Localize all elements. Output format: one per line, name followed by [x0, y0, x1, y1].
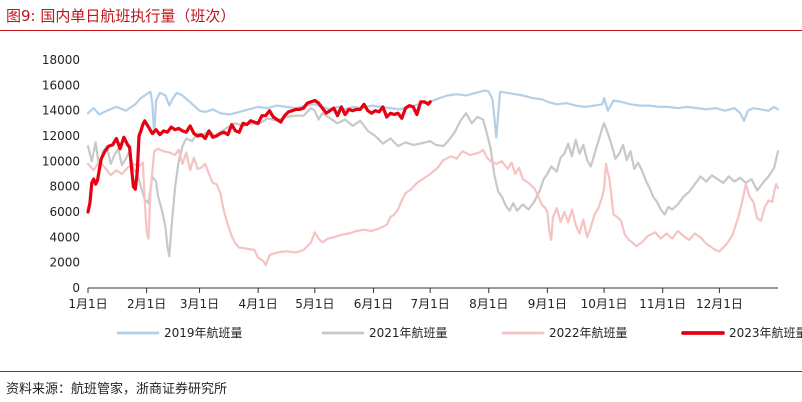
y-tick-label: 14000 [42, 104, 80, 118]
x-tick-label: 1月1日 [68, 297, 107, 311]
x-tick-label: 8月1日 [469, 297, 508, 311]
series-line-2 [86, 106, 780, 258]
y-tick-layer: 0 2000 4000 6000 8000 10000 12000 14000 16000 180… [42, 53, 80, 295]
legend-label: 2023年航班量 [729, 325, 802, 340]
x-tick-label: 4月1日 [238, 297, 277, 311]
x-tick-label: 10月1日 [581, 297, 628, 311]
y-tick-label: 12000 [42, 129, 80, 143]
y-tick-label: 8000 [49, 180, 80, 194]
y-tick-label: 6000 [49, 205, 80, 219]
legend-item-1: 2019年航班量 [116, 325, 243, 340]
title-rule [0, 30, 802, 31]
legend-item-3: 2022年航班量 [501, 325, 628, 340]
y-tick-label: 10000 [42, 154, 80, 168]
y-tick-label: 0 [72, 281, 80, 295]
x-tick-label: 2月1日 [127, 297, 166, 311]
series-line-3 [86, 147, 780, 267]
x-tick-label: 12月1日 [696, 297, 743, 311]
y-tick-label: 18000 [42, 53, 80, 67]
figure-title: 图9: 国内单日航班执行量（班次） [6, 7, 236, 25]
legend-item-2: 2021年航班量 [321, 325, 448, 340]
x-tick-label: 6月1日 [354, 297, 393, 311]
y-tick-label: 16000 [42, 78, 80, 92]
series-layer [86, 89, 780, 267]
source-note: 资料来源：航班管家，浙商证券研究所 [6, 382, 228, 397]
x-tick-label: 5月1日 [295, 297, 334, 311]
legend-label: 2022年航班量 [549, 325, 628, 340]
x-tick-label: 3月1日 [180, 297, 219, 311]
legend-item-4: 2023年航班量 [681, 325, 802, 340]
series-line-4 [86, 98, 432, 214]
legend-label: 2021年航班量 [369, 325, 448, 340]
y-tick-label: 2000 [49, 256, 80, 270]
y-tick-label: 4000 [49, 230, 80, 244]
axis-layer: 1月1日 2月1日 3月1日 4月1日 5月1日 6月1日 7月1日 8月1日 9月1日 10月1… [68, 287, 778, 311]
x-tick-label: 11月1日 [639, 297, 686, 311]
x-tick-label: 9月1日 [528, 297, 567, 311]
source-rule [0, 371, 802, 372]
x-tick-label: 7月1日 [411, 297, 450, 311]
line-chart: 0 2000 4000 6000 8000 10000 12000 14000 16000 180… [42, 53, 802, 340]
legend: 2019年航班量 2021年航班量 2022年航班量 2023年航班量 [116, 325, 802, 340]
legend-label: 2019年航班量 [164, 325, 243, 340]
